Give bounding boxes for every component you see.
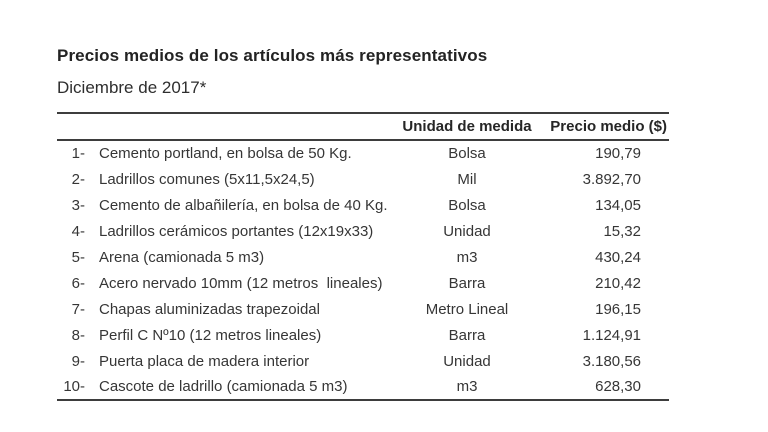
row-article: Ladrillos cerámicos portantes (12x19x33): [99, 222, 374, 240]
row-unit: Unidad: [443, 222, 491, 240]
row-number: 10-: [63, 378, 85, 395]
header-unit: Unidad de medida: [402, 118, 532, 135]
row-price: 430,24: [595, 248, 641, 266]
row-unit: Metro Lineal: [425, 300, 509, 318]
row-article: Acero nervado 10mm (12 metros lineales): [99, 274, 383, 292]
row-unit: Mil: [457, 170, 477, 188]
table-header-row: Unidad de medida Precio medio ($): [57, 113, 669, 140]
header-price: Precio medio ($): [550, 118, 667, 135]
row-number: 5-: [71, 248, 85, 266]
row-article: Ladrillos comunes (5x11,5x24,5): [99, 170, 315, 188]
row-unit: m3: [456, 378, 478, 395]
row-number: 9-: [71, 352, 85, 370]
table-row: 8- Perfil C Nº10 (12 metros lineales) Ba…: [57, 322, 669, 348]
row-price: 15,32: [603, 222, 641, 240]
page-subtitle: Diciembre de 2017*: [57, 78, 207, 97]
row-unit: Barra: [448, 326, 486, 344]
row-number: 2-: [71, 170, 85, 188]
row-number: 3-: [71, 196, 85, 214]
row-price: 628,30: [595, 378, 641, 395]
page-title: Precios medios de los artículos más repr…: [57, 46, 488, 65]
table-row: 10- Cascote de ladrillo (camionada 5 m3)…: [57, 374, 669, 400]
row-article: Puerta placa de madera interior: [99, 352, 310, 370]
row-unit: Barra: [448, 274, 486, 292]
row-number: 7-: [71, 300, 85, 318]
row-price: 134,05: [595, 196, 641, 214]
row-number: 1-: [71, 145, 85, 162]
row-article: Chapas aluminizadas trapezoidal: [99, 300, 320, 318]
row-price: 3.180,56: [582, 352, 641, 370]
price-table: Unidad de medida Precio medio ($) 1- Cem…: [57, 112, 669, 401]
table-row: 5- Arena (camionada 5 m3) m3 430,24: [57, 244, 669, 270]
row-article: Perfil C Nº10 (12 metros lineales): [99, 326, 322, 344]
row-unit: Unidad: [443, 352, 491, 370]
table-row: 6- Acero nervado 10mm (12 metros lineale…: [57, 270, 669, 296]
row-unit: m3: [456, 248, 478, 266]
row-number: 4-: [71, 222, 85, 240]
row-unit: Bolsa: [448, 196, 486, 214]
row-unit: Bolsa: [448, 145, 486, 162]
table-row: 7- Chapas aluminizadas trapezoidal Metro…: [57, 296, 669, 322]
table-row: 1- Cemento portland, en bolsa de 50 Kg. …: [57, 140, 669, 166]
table-row: 3- Cemento de albañilería, en bolsa de 4…: [57, 192, 669, 218]
table-row: 9- Puerta placa de madera interior Unida…: [57, 348, 669, 374]
row-article: Arena (camionada 5 m3): [99, 248, 265, 266]
row-number: 8-: [71, 326, 85, 344]
row-number: 6-: [71, 274, 85, 292]
row-price: 1.124,91: [582, 326, 641, 344]
row-price: 3.892,70: [582, 170, 641, 188]
row-price: 190,79: [595, 145, 641, 162]
price-table-container: Unidad de medida Precio medio ($) 1- Cem…: [57, 112, 669, 401]
header-number: [57, 113, 89, 140]
row-price: 196,15: [595, 300, 641, 318]
row-article: Cascote de ladrillo (camionada 5 m3): [99, 378, 348, 395]
header-article: [89, 113, 397, 140]
row-price: 210,42: [595, 274, 641, 292]
row-article: Cemento de albañilería, en bolsa de 40 K…: [99, 196, 388, 214]
table-row: 4- Ladrillos cerámicos portantes (12x19x…: [57, 218, 669, 244]
table-row: 2- Ladrillos comunes (5x11,5x24,5) Mil 3…: [57, 166, 669, 192]
row-article: Cemento portland, en bolsa de 50 Kg.: [99, 145, 352, 162]
